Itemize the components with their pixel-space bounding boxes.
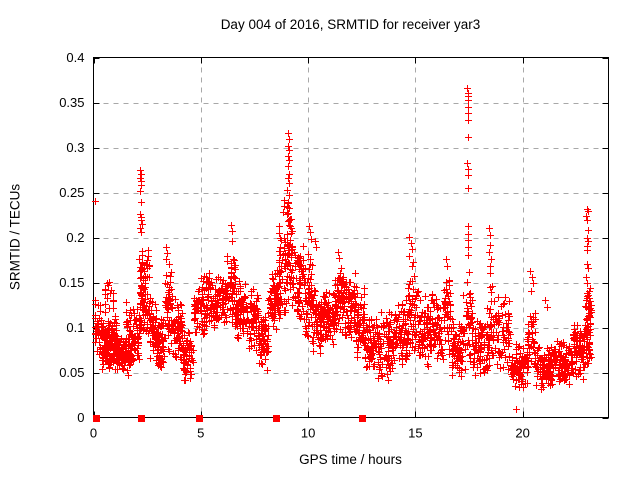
axis-marker-square — [359, 415, 366, 422]
axis-marker-square — [138, 415, 145, 422]
x-tick-label: 5 — [197, 426, 204, 441]
y-tick-label: 0.25 — [59, 185, 84, 200]
plot-border — [93, 57, 609, 418]
x-tick-label: 0 — [90, 426, 97, 441]
x-tick-label: 10 — [301, 426, 315, 441]
axis-marker-squares — [93, 415, 366, 422]
y-tick-label: 0.4 — [66, 50, 84, 65]
tick-labels: 0 0.05 0.1 0.15 0.2 0.25 0.3 0.35 0.4 0 5 10 15 20 — [59, 50, 530, 441]
y-tick-label: 0.3 — [66, 140, 84, 155]
y-tick-label: 0.15 — [59, 275, 84, 290]
y-tick-label: 0.35 — [59, 95, 84, 110]
axis-marker-square — [93, 415, 100, 422]
axis-marker-square — [273, 415, 280, 422]
y-tick-label: 0.2 — [66, 230, 84, 245]
y-tick-label: 0.05 — [59, 365, 84, 380]
chart-title: Day 004 of 2016, SRMTID for receiver yar… — [220, 17, 481, 32]
y-tick-label: 0.1 — [66, 320, 84, 335]
axis-marker-square — [196, 415, 203, 422]
x-axis-title: GPS time / hours — [299, 452, 402, 467]
grid-lines — [93, 57, 609, 418]
x-tick-label: 20 — [515, 426, 529, 441]
scatter-points — [92, 85, 595, 413]
y-tick-label: 0 — [77, 410, 84, 425]
x-tick-label: 15 — [408, 426, 422, 441]
